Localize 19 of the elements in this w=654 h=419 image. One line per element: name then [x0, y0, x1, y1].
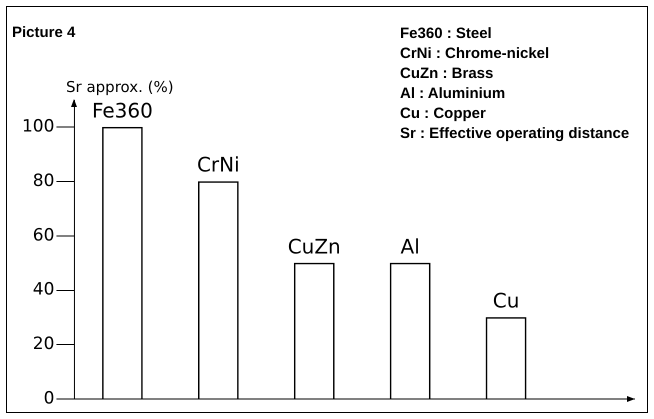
y-tick-label: 80 [32, 170, 54, 191]
x-tick-label: Al [400, 234, 420, 258]
y-tick-label: 40 [32, 280, 54, 300]
chart-title: Picture 4 [12, 24, 76, 41]
text: Fe360 : Steel [400, 24, 493, 44]
y-axis-title: Sr approx. (%) [66, 78, 174, 96]
y-tick-label: 20 [32, 334, 54, 354]
y-tick-label: 60 [32, 225, 54, 246]
text: CrNi : Chrome-nickel [400, 44, 550, 64]
x-tick-label: CuZn [288, 234, 341, 258]
annotation: Al : Aluminium [400, 84, 506, 104]
x-tick-label: Fe360 [92, 98, 153, 122]
y-tick-label: 100 [22, 116, 54, 137]
x-tick-label: Cu [492, 288, 520, 313]
annotation: Sr : Effective operating distance [400, 124, 630, 144]
x-tick-label: CrNi [196, 152, 240, 177]
annotation: Cu : Copper [400, 104, 487, 124]
text: CuZn : Brass [400, 64, 494, 84]
y-tick-label: 0 [44, 388, 54, 408]
